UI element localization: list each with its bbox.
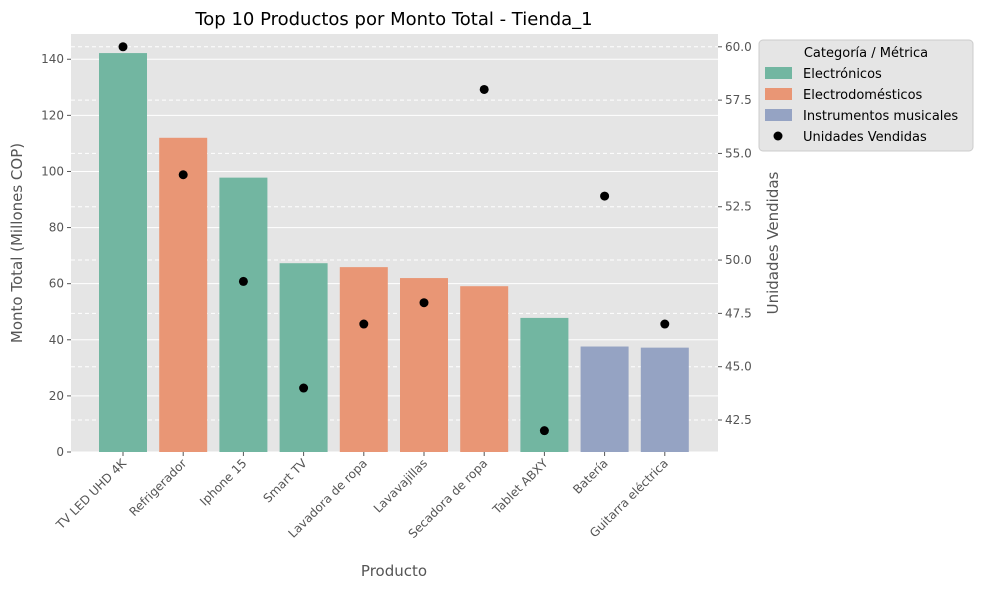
legend-title: Categoría / Métrica [804,46,928,61]
bar [339,267,388,452]
y-tick-label: 80 [49,221,64,235]
legend-label: Unidades Vendidas [803,130,927,145]
bar [219,177,268,453]
y-tick-label: 60 [49,277,64,291]
y-axis-title: Monto Total (Millones COP) [8,143,26,343]
unit-point [359,319,369,329]
legend: Categoría / Métrica Electrónicos Electrod… [758,39,974,152]
legend-swatch [765,88,792,100]
x-tick-label: Tablet ABXY [489,456,551,518]
x-tick-label: Refrigerador [126,456,189,519]
x-tick-label: Iphone 15 [197,456,249,508]
y2-tick-label: 52.5 [725,200,752,214]
bar [279,263,328,452]
y2-tick-label: 45.0 [725,360,752,374]
bar [460,286,509,452]
y2-tick-label: 47.5 [725,306,752,320]
bar [640,347,689,452]
legend-entries: Electrónicos Electrodomésticos Instrumento… [765,67,958,145]
y2-tick-label: 60.0 [725,40,752,54]
unit-point [118,42,128,52]
y-tick-label: 100 [41,164,64,178]
bar [159,137,208,453]
legend-label: Instrumentos musicales [803,109,958,124]
legend-box [758,39,974,152]
y2-axis-ticks: 42.5 45.0 47.5 50.0 52.5 55.0 57.5 60.0 [718,40,752,427]
y-tick-label: 140 [41,52,64,66]
y2-tick-label: 57.5 [725,93,752,107]
x-tick-label: Lavavajillas [371,456,430,515]
unit-point [238,276,248,286]
y-tick-label: 20 [49,389,64,403]
y2-tick-label: 50.0 [725,253,752,267]
bars [99,53,689,453]
x-tick-label: Smart TV [260,456,310,506]
legend-swatch [765,67,792,79]
y-axis-ticks: 0 20 40 60 80 100 120 140 [41,52,71,459]
x-tick-label: Batería [570,456,611,497]
chart-title: Top 10 Productos por Monto Total - Tiend… [194,9,592,30]
y2-axis-title: Unidades Vendidas [764,171,782,314]
unit-point [539,426,549,436]
legend-marker [773,131,783,141]
y2-tick-label: 55.0 [725,146,752,160]
unit-point [660,319,670,329]
bar [580,346,629,452]
y-tick-label: 120 [41,108,64,122]
unit-point [600,191,610,201]
bar [99,53,147,453]
y-tick-label: 40 [49,333,64,347]
unit-point [178,170,188,180]
unit-point [479,84,489,94]
legend-label: Electrónicos [803,67,882,82]
unit-point [299,383,309,393]
y2-tick-label: 42.5 [725,413,752,427]
legend-swatch [765,109,792,121]
x-tick-label: TV LED UHD 4K [53,455,130,532]
legend-label: Electrodomésticos [803,88,923,103]
unit-points [118,42,670,436]
x-axis-title: Producto [361,562,427,580]
unit-point [419,298,429,308]
y-tick-label: 0 [56,445,64,459]
